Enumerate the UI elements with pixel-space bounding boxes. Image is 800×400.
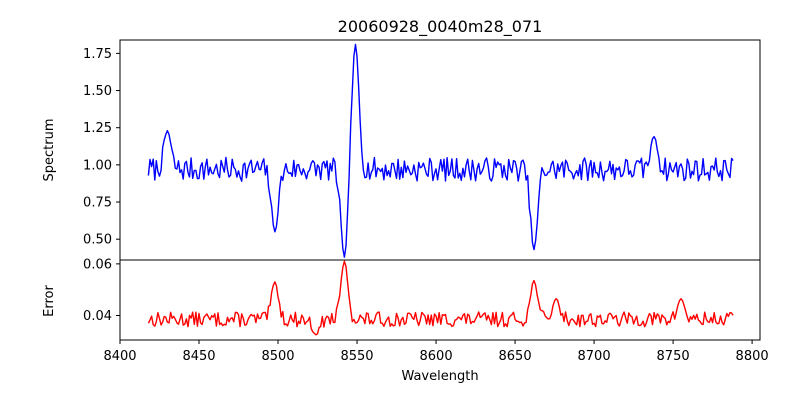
- x-tick-label: 8600: [420, 349, 453, 364]
- spectrum-y-axis: 0.50 0.75 1.00 1.25 1.50 1.75: [83, 47, 120, 248]
- x-tick-label: 8750: [657, 349, 690, 364]
- x-axis-label: Wavelength: [401, 369, 478, 384]
- error-plot-area: [120, 260, 760, 340]
- chart-title: 20060928_0040m28_071: [338, 17, 543, 37]
- top-y-tick-label: 1.00: [83, 158, 112, 173]
- top-y-tick-label: 1.75: [83, 47, 112, 62]
- x-tick-label: 8550: [340, 349, 373, 364]
- spectrum-y-axis-label: Spectrum: [42, 119, 57, 182]
- error-panel: 0.04 0.06 8400 8450 8500 8550 8600 8650 8700 8750…: [42, 257, 769, 384]
- error-axes-frame: [119, 259, 761, 341]
- x-tick-label: 8500: [261, 349, 294, 364]
- spectrum-panel: 0.50 0.75 1.00 1.25 1.50 1.75 Spectrum: [42, 40, 760, 260]
- x-tick-label: 8400: [103, 349, 136, 364]
- top-y-tick-label: 0.75: [83, 196, 112, 211]
- x-tick-label: 8700: [578, 349, 611, 364]
- top-y-tick-label: 0.50: [83, 233, 112, 248]
- error-y-axis-label: Error: [42, 285, 57, 317]
- error-series-line: [147, 260, 734, 336]
- x-tick-label: 8450: [182, 349, 215, 364]
- top-y-tick-label: 1.50: [83, 84, 112, 99]
- top-y-tick-label: 1.25: [83, 121, 112, 136]
- error-axes: 0.04 0.06 8400 8450 8500 8550 8600 8650 8700 8750…: [83, 257, 769, 364]
- bottom-y-tick-label: 0.06: [83, 257, 112, 272]
- spectrum-series-line: [147, 43, 734, 258]
- x-tick-label: 8650: [499, 349, 532, 364]
- bottom-y-tick-label: 0.04: [83, 309, 112, 324]
- x-tick-label: 8800: [736, 349, 769, 364]
- spectrum-plot-area: [120, 40, 760, 260]
